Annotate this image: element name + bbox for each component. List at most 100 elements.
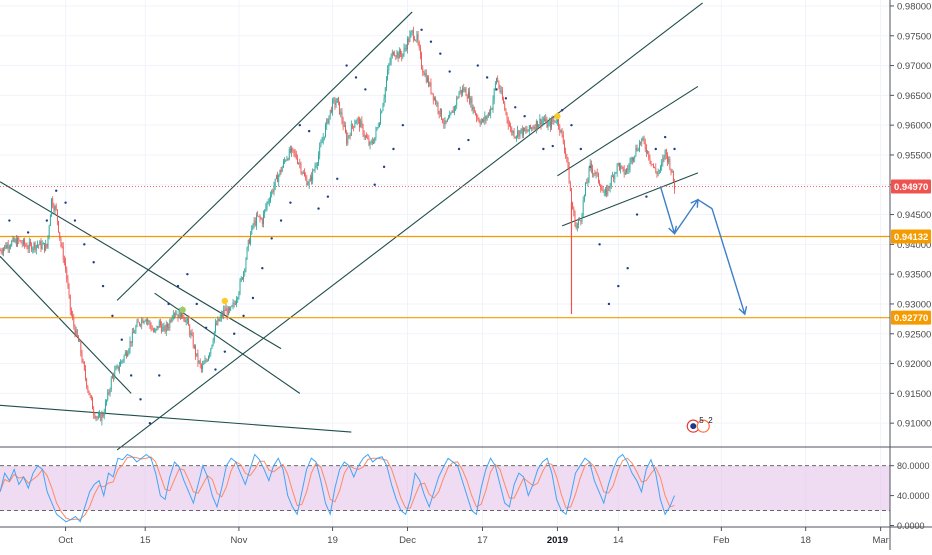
candle-body bbox=[76, 330, 77, 335]
sar-dot bbox=[233, 333, 235, 335]
candle-body bbox=[468, 92, 469, 98]
candle-body bbox=[640, 143, 641, 144]
candle-body bbox=[358, 119, 359, 120]
candle-body bbox=[480, 122, 481, 124]
candle-body bbox=[159, 321, 160, 328]
candle-body bbox=[330, 110, 331, 116]
sar-dot bbox=[664, 136, 666, 138]
candle-body bbox=[207, 361, 208, 362]
candle-body bbox=[206, 360, 207, 361]
candle-body bbox=[94, 415, 95, 418]
candle-body bbox=[41, 241, 42, 248]
candle-body bbox=[149, 321, 150, 325]
candle-body bbox=[238, 293, 239, 298]
event-flag-icon-inner bbox=[690, 423, 696, 429]
candle-body bbox=[416, 34, 417, 40]
candle-body bbox=[22, 243, 23, 244]
candle-body bbox=[139, 322, 140, 324]
candle-body bbox=[386, 80, 387, 88]
candle-body bbox=[354, 124, 355, 128]
sar-dot bbox=[8, 219, 10, 221]
candle-body bbox=[78, 337, 79, 342]
candle-body bbox=[559, 126, 560, 132]
candle-body bbox=[582, 215, 583, 222]
candle-body bbox=[124, 355, 125, 360]
candle-body bbox=[66, 269, 67, 280]
candle-body bbox=[528, 131, 529, 132]
candle-body bbox=[620, 166, 621, 170]
sar-dot bbox=[224, 350, 226, 352]
candle-body bbox=[535, 127, 536, 129]
candle-body bbox=[216, 323, 217, 324]
candle-body bbox=[339, 102, 340, 114]
candle-body bbox=[388, 64, 389, 70]
candle-body bbox=[8, 244, 9, 248]
sar-dot bbox=[214, 368, 216, 370]
candle-body bbox=[309, 181, 310, 184]
candle-layer bbox=[0, 27, 675, 426]
trendline bbox=[0, 405, 351, 432]
candle-body bbox=[556, 122, 557, 123]
candle-body bbox=[155, 329, 156, 331]
candle-body bbox=[172, 318, 173, 322]
candle-body bbox=[5, 245, 6, 248]
candle-body bbox=[243, 272, 244, 279]
candle-body bbox=[34, 243, 35, 248]
candle-body bbox=[522, 128, 523, 135]
candle-body bbox=[112, 374, 113, 378]
sar-dot bbox=[673, 148, 675, 150]
sar-dot bbox=[27, 231, 29, 233]
candle-body bbox=[160, 321, 161, 325]
candle-body bbox=[647, 151, 648, 153]
candle-body bbox=[462, 88, 463, 93]
candle-body bbox=[502, 91, 503, 99]
x-tick-label: 15 bbox=[140, 535, 151, 546]
candle-body bbox=[97, 417, 98, 418]
candle-body bbox=[39, 241, 40, 245]
candle-body bbox=[153, 330, 154, 332]
candle-body bbox=[148, 321, 149, 322]
candle-body bbox=[443, 123, 444, 125]
candle-body bbox=[472, 98, 473, 110]
candle-body bbox=[190, 333, 191, 335]
candle-body bbox=[99, 414, 100, 416]
candle-body bbox=[402, 54, 403, 57]
sar-dot bbox=[402, 124, 404, 126]
event-count-a: 5 bbox=[699, 416, 704, 425]
candle-body bbox=[496, 78, 497, 83]
candle-body bbox=[621, 166, 622, 167]
candle-body bbox=[346, 133, 347, 144]
candle-body bbox=[414, 39, 415, 40]
candle-body bbox=[356, 121, 357, 124]
candle-body bbox=[50, 215, 51, 226]
trendline bbox=[117, 12, 412, 300]
candle-body bbox=[660, 167, 661, 170]
candle-body bbox=[178, 314, 179, 318]
candle-body bbox=[64, 260, 65, 262]
candle-body bbox=[319, 146, 320, 155]
candle-body bbox=[434, 98, 435, 100]
candle-body bbox=[37, 245, 38, 246]
candle-body bbox=[406, 48, 407, 49]
candle-body bbox=[489, 113, 490, 115]
candle-body bbox=[571, 191, 572, 203]
candle-body bbox=[625, 172, 626, 174]
candle-body bbox=[161, 325, 162, 332]
candle-body bbox=[665, 149, 666, 158]
sar-dot bbox=[448, 70, 450, 72]
candle-body bbox=[158, 326, 159, 328]
candle-body bbox=[276, 175, 277, 178]
candle-body bbox=[652, 164, 653, 165]
candle-body bbox=[366, 136, 367, 138]
candle-body bbox=[171, 320, 172, 321]
candle-body bbox=[302, 172, 303, 173]
candle-body bbox=[101, 413, 102, 420]
y-tick-label: 0.97500 bbox=[897, 31, 931, 42]
candle-body bbox=[256, 215, 257, 225]
candle-body bbox=[127, 353, 128, 356]
candle-body bbox=[135, 327, 136, 333]
candle-body bbox=[438, 103, 439, 111]
sar-dot bbox=[196, 303, 198, 305]
candle-body bbox=[459, 92, 460, 97]
y-tick-label: 0.92500 bbox=[897, 329, 931, 340]
